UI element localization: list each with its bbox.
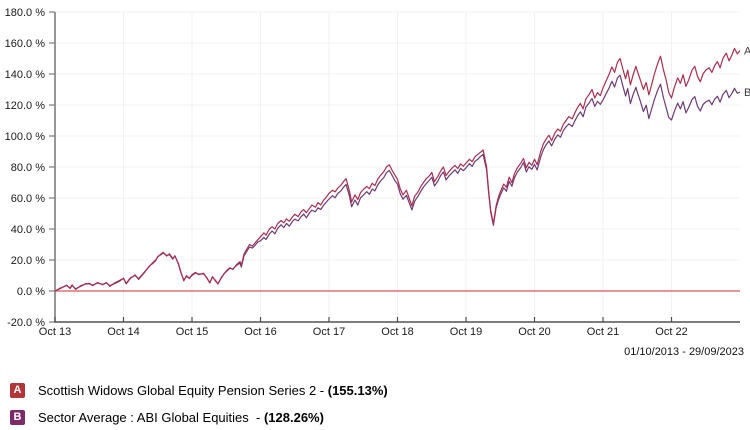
series-b-value: (128.26%) — [263, 409, 324, 425]
series-b-end-label: B — [744, 87, 750, 99]
legend-row-series-a: A Scottish Widows Global Equity Pension … — [10, 382, 388, 398]
series-a-value: (155.13%) — [327, 382, 388, 398]
svg-text:Oct 22: Oct 22 — [655, 326, 687, 338]
series-a-badge: A — [10, 382, 25, 398]
svg-text:140.0 %: 140.0 % — [5, 69, 46, 81]
date-range-label: 01/10/2013 - 29/09/2023 — [624, 346, 744, 358]
svg-text:Oct 16: Oct 16 — [244, 326, 276, 338]
svg-text:40.0 %: 40.0 % — [11, 224, 45, 236]
svg-text:Oct 15: Oct 15 — [176, 326, 208, 338]
svg-text:Oct 17: Oct 17 — [313, 326, 345, 338]
svg-text:Oct 14: Oct 14 — [107, 326, 139, 338]
svg-text:20.0 %: 20.0 % — [11, 255, 45, 267]
series-a-end-label: A — [744, 46, 750, 58]
svg-text:Oct 13: Oct 13 — [39, 326, 71, 338]
legend-row-series-b: B Sector Average : ABI Global Equities -… — [10, 409, 324, 425]
series-a-label: Scottish Widows Global Equity Pension Se… — [38, 383, 388, 398]
svg-text:60.0 %: 60.0 % — [11, 193, 45, 205]
svg-text:180.0 %: 180.0 % — [5, 7, 46, 19]
svg-text:Oct 21: Oct 21 — [587, 326, 619, 338]
svg-text:-20.0 %: -20.0 % — [7, 317, 45, 329]
svg-text:80.0 %: 80.0 % — [11, 162, 45, 174]
series-a-name: Scottish Widows Global Equity Pension Se… — [38, 382, 328, 398]
svg-text:Oct 19: Oct 19 — [450, 326, 482, 338]
series-b-badge: B — [10, 409, 25, 425]
performance-line-chart: 180.0 % 160.0 % 140.0 % 120.0 % 100.0 % 80.0 … — [5, 7, 750, 338]
svg-text:Oct 20: Oct 20 — [518, 326, 550, 338]
svg-text:Oct 18: Oct 18 — [381, 326, 413, 338]
svg-text:160.0 %: 160.0 % — [5, 38, 46, 50]
svg-text:100.0 %: 100.0 % — [5, 131, 46, 143]
svg-text:120.0 %: 120.0 % — [5, 100, 46, 112]
series-b-name: Sector Average : ABI Global Equities - — [38, 409, 264, 425]
svg-text:0.0 %: 0.0 % — [17, 286, 45, 298]
series-b-label: Sector Average : ABI Global Equities - (… — [38, 410, 324, 425]
